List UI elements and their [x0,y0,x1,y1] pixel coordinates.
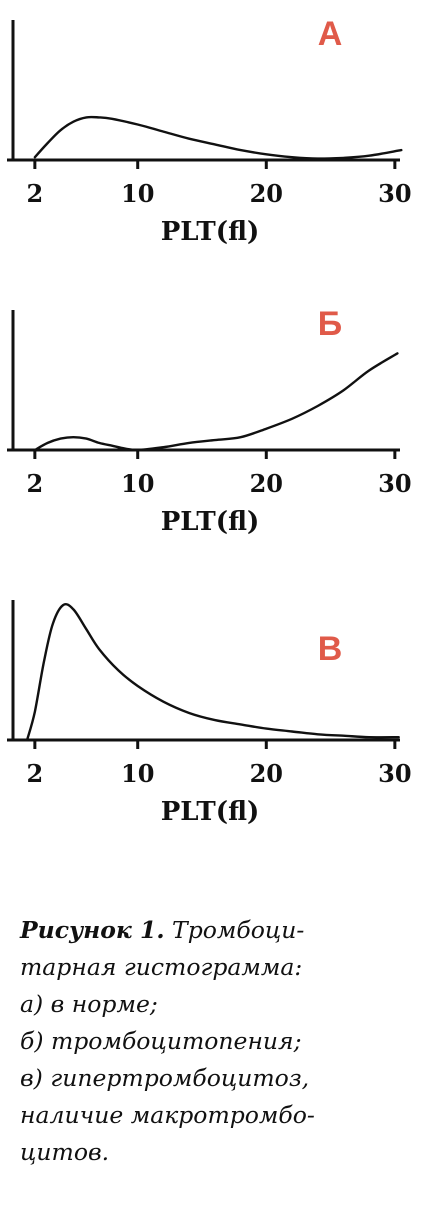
x-axis-label: PLT(fl) [161,797,260,827]
distribution-curve [33,352,399,452]
distribution-curve [33,115,403,160]
caption-line: тарная гистограмма: [20,953,303,981]
caption-lead: Рисунок 1. [20,916,165,944]
x-tick-label: 20 [250,759,283,788]
x-tick-label: 2 [27,179,44,208]
caption-line: б) тромбоцитопения; [20,1027,302,1055]
x-tick-label: 10 [121,179,154,208]
panel-letter: А [318,15,343,53]
caption-line: наличие макротромбо- [20,1101,315,1129]
x-tick-label: 10 [121,469,154,498]
caption-line: а) в норме; [20,990,158,1018]
x-tick-label: 30 [378,759,411,788]
histogram-panel-c: 2 10 20 30 PLT(fl) В [7,600,412,827]
figure-caption: Рисунок 1. Тромбоци- тарная гистограмма:… [20,912,415,1171]
x-tick-label: 30 [378,179,411,208]
panel-letter: Б [318,305,342,343]
x-tick-label: 20 [250,179,283,208]
histogram-panel-a: 2 10 20 30 PLT(fl) А [7,15,412,247]
caption-line: в) гипертромбоцитоз, [20,1064,310,1092]
caption-line: Тромбоци- [172,916,305,944]
x-axis-label: PLT(fl) [161,507,260,537]
x-tick-label: 2 [27,759,44,788]
x-tick-label: 30 [378,469,411,498]
x-axis-label: PLT(fl) [161,217,260,247]
caption-line: цитов. [20,1138,110,1166]
x-tick-label: 2 [27,469,44,498]
distribution-curve [25,602,400,742]
caption-first-line: Рисунок 1. Тромбоци- [20,912,415,949]
x-tick-label: 10 [121,759,154,788]
x-tick-label: 20 [250,469,283,498]
histogram-panel-b: 2 10 20 30 PLT(fl) Б [7,305,412,537]
panel-letter: В [318,630,343,668]
